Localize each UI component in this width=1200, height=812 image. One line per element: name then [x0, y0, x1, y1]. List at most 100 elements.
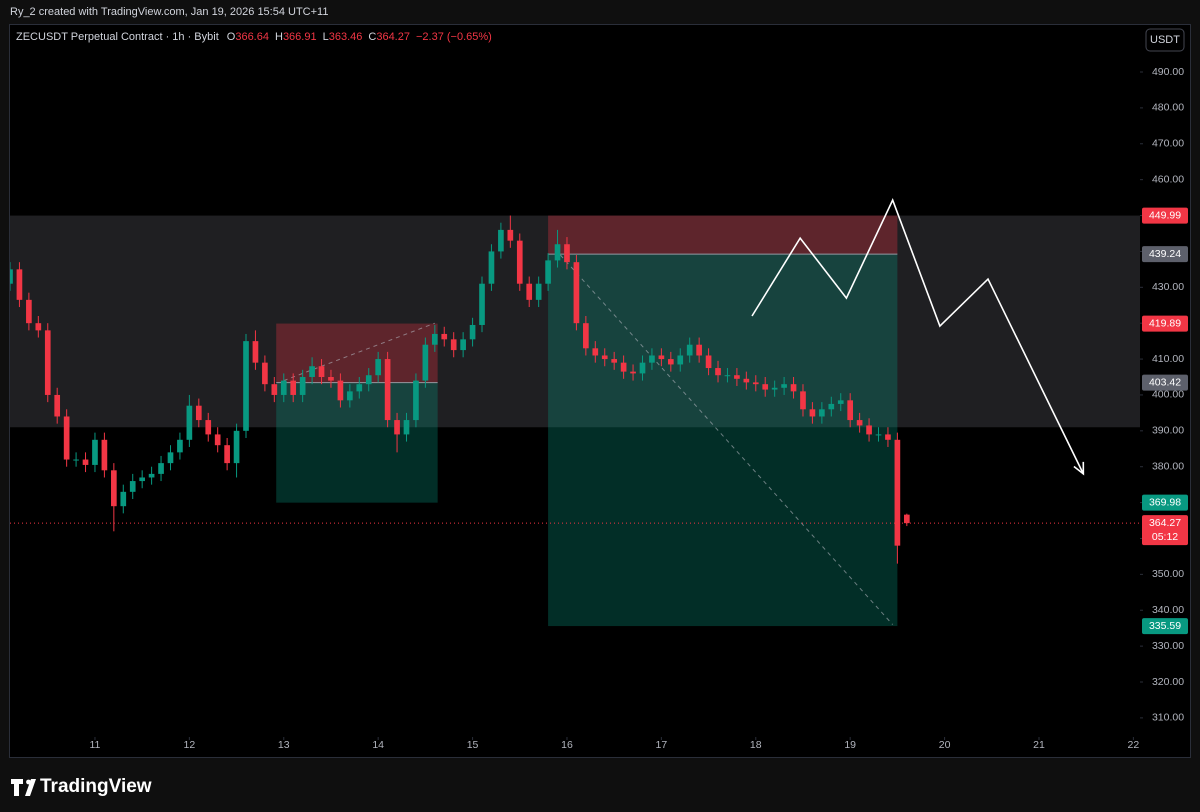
- currency-button[interactable]: [1145, 28, 1185, 52]
- price-label: 439.24: [1149, 248, 1181, 260]
- candle-body: [16, 269, 23, 300]
- candle-body: [318, 366, 325, 378]
- candle-body: [195, 405, 202, 421]
- candle-body: [762, 384, 769, 390]
- y-tick-label: 480.00: [1152, 102, 1184, 114]
- candle-body: [111, 470, 117, 507]
- y-tick-label: 330.00: [1152, 640, 1184, 652]
- candle-body: [885, 434, 891, 440]
- candle-body: [233, 430, 240, 464]
- candle-body: [82, 459, 89, 465]
- price-label-bg: [1142, 207, 1188, 224]
- x-tick-label: 18: [750, 739, 762, 751]
- candle-body: [205, 420, 212, 435]
- candle-body: [413, 380, 419, 421]
- candle-body: [167, 452, 174, 464]
- candle-body: [422, 344, 429, 381]
- y-tick-label: 400.00: [1152, 389, 1184, 401]
- candle-body: [847, 400, 854, 421]
- projection: [751, 198, 1085, 475]
- ohlc-value: 366.64: [235, 31, 269, 43]
- candle-body: [271, 384, 278, 395]
- candle-body: [92, 439, 98, 465]
- candle-body: [252, 341, 259, 363]
- candle-body: [809, 409, 816, 417]
- candle-body: [866, 425, 872, 435]
- symbol: ZECUSDT Perpetual Contract · 1h · Bybit: [16, 31, 219, 43]
- y-tick-label: 340.00: [1152, 604, 1184, 616]
- stop-zone: [548, 215, 898, 255]
- y-tick-label: 470.00: [1152, 138, 1184, 150]
- candle-body: [630, 371, 636, 374]
- y-tick-label: 380.00: [1152, 460, 1184, 472]
- candle-body: [148, 473, 155, 478]
- candle-body: [290, 380, 297, 395]
- candle-body: [601, 355, 608, 360]
- ohlc-label: L: [323, 31, 329, 43]
- price-label-bg: [1142, 315, 1188, 332]
- countdown: 05:12: [1152, 531, 1178, 543]
- ohlc-label: H: [275, 31, 283, 43]
- x-tick-label: 22: [1128, 739, 1140, 751]
- candle-body: [262, 362, 268, 385]
- x-tick-label: 14: [372, 739, 384, 751]
- price-label: 403.42: [1149, 376, 1181, 388]
- y-tick-label: 460.00: [1152, 173, 1184, 185]
- y-tick-label: 390.00: [1152, 425, 1184, 437]
- candle-body: [177, 439, 183, 453]
- candle-body: [44, 330, 51, 395]
- candle-body: [752, 382, 759, 385]
- candle-body: [384, 359, 391, 421]
- candle-body: [63, 416, 70, 460]
- candle-body: [469, 324, 476, 340]
- axes: 310.00320.00330.00340.00350.00360.00370.…: [90, 66, 1188, 751]
- candle-body: [592, 348, 599, 356]
- plot: [10, 198, 1140, 627]
- logo: [11, 779, 36, 796]
- price-label: 419.89: [1149, 317, 1181, 329]
- candle-body: [620, 362, 627, 372]
- price-label-bg: [1142, 246, 1188, 263]
- x-tick-label: 11: [90, 739, 101, 751]
- ohlc-label: O: [227, 31, 236, 43]
- candle-body: [771, 387, 778, 390]
- candle-body: [498, 229, 504, 252]
- credit: Ry_2 created with TradingView.com, Jan 1…: [10, 6, 328, 18]
- candle-body: [734, 375, 740, 379]
- ohlc-value: 364.27: [376, 31, 410, 43]
- trace-line: [559, 254, 894, 625]
- x-tick-label: 17: [656, 739, 668, 751]
- candle-body: [35, 323, 42, 331]
- candle-body: [441, 333, 448, 340]
- candle-body: [819, 409, 825, 417]
- candle-body: [101, 439, 108, 471]
- candle-body: [243, 341, 249, 431]
- candle-body: [724, 375, 731, 377]
- candle-body: [460, 339, 466, 351]
- candle-body: [696, 344, 702, 356]
- candle-body: [488, 251, 495, 284]
- candle-body: [54, 394, 61, 417]
- y-tick-label: 430.00: [1152, 281, 1184, 293]
- currency[interactable]: USDT: [1150, 34, 1180, 46]
- candle-body: [639, 362, 646, 374]
- legend: ZECUSDT Perpetual Contract · 1h · Bybit O…: [16, 31, 492, 43]
- ohlc-value: 366.91: [283, 31, 317, 43]
- ohlc-label: C: [368, 31, 376, 43]
- candle-body: [875, 434, 882, 436]
- x-tick-label: 16: [561, 739, 573, 751]
- candle-body: [686, 344, 693, 356]
- x-tick-label: 21: [1033, 739, 1045, 751]
- candle-body: [800, 391, 806, 410]
- candle-body: [73, 459, 79, 461]
- trace-line: [283, 322, 435, 382]
- candle-body: [403, 420, 410, 435]
- y-tick-label: 350.00: [1152, 568, 1184, 580]
- candle-body: [328, 377, 334, 381]
- candle-body: [129, 481, 136, 492]
- candle-body: [299, 377, 306, 395]
- x-tick-label: 13: [278, 739, 290, 751]
- ohlc-value: 363.46: [329, 31, 363, 43]
- x-tick-label: 12: [184, 739, 196, 751]
